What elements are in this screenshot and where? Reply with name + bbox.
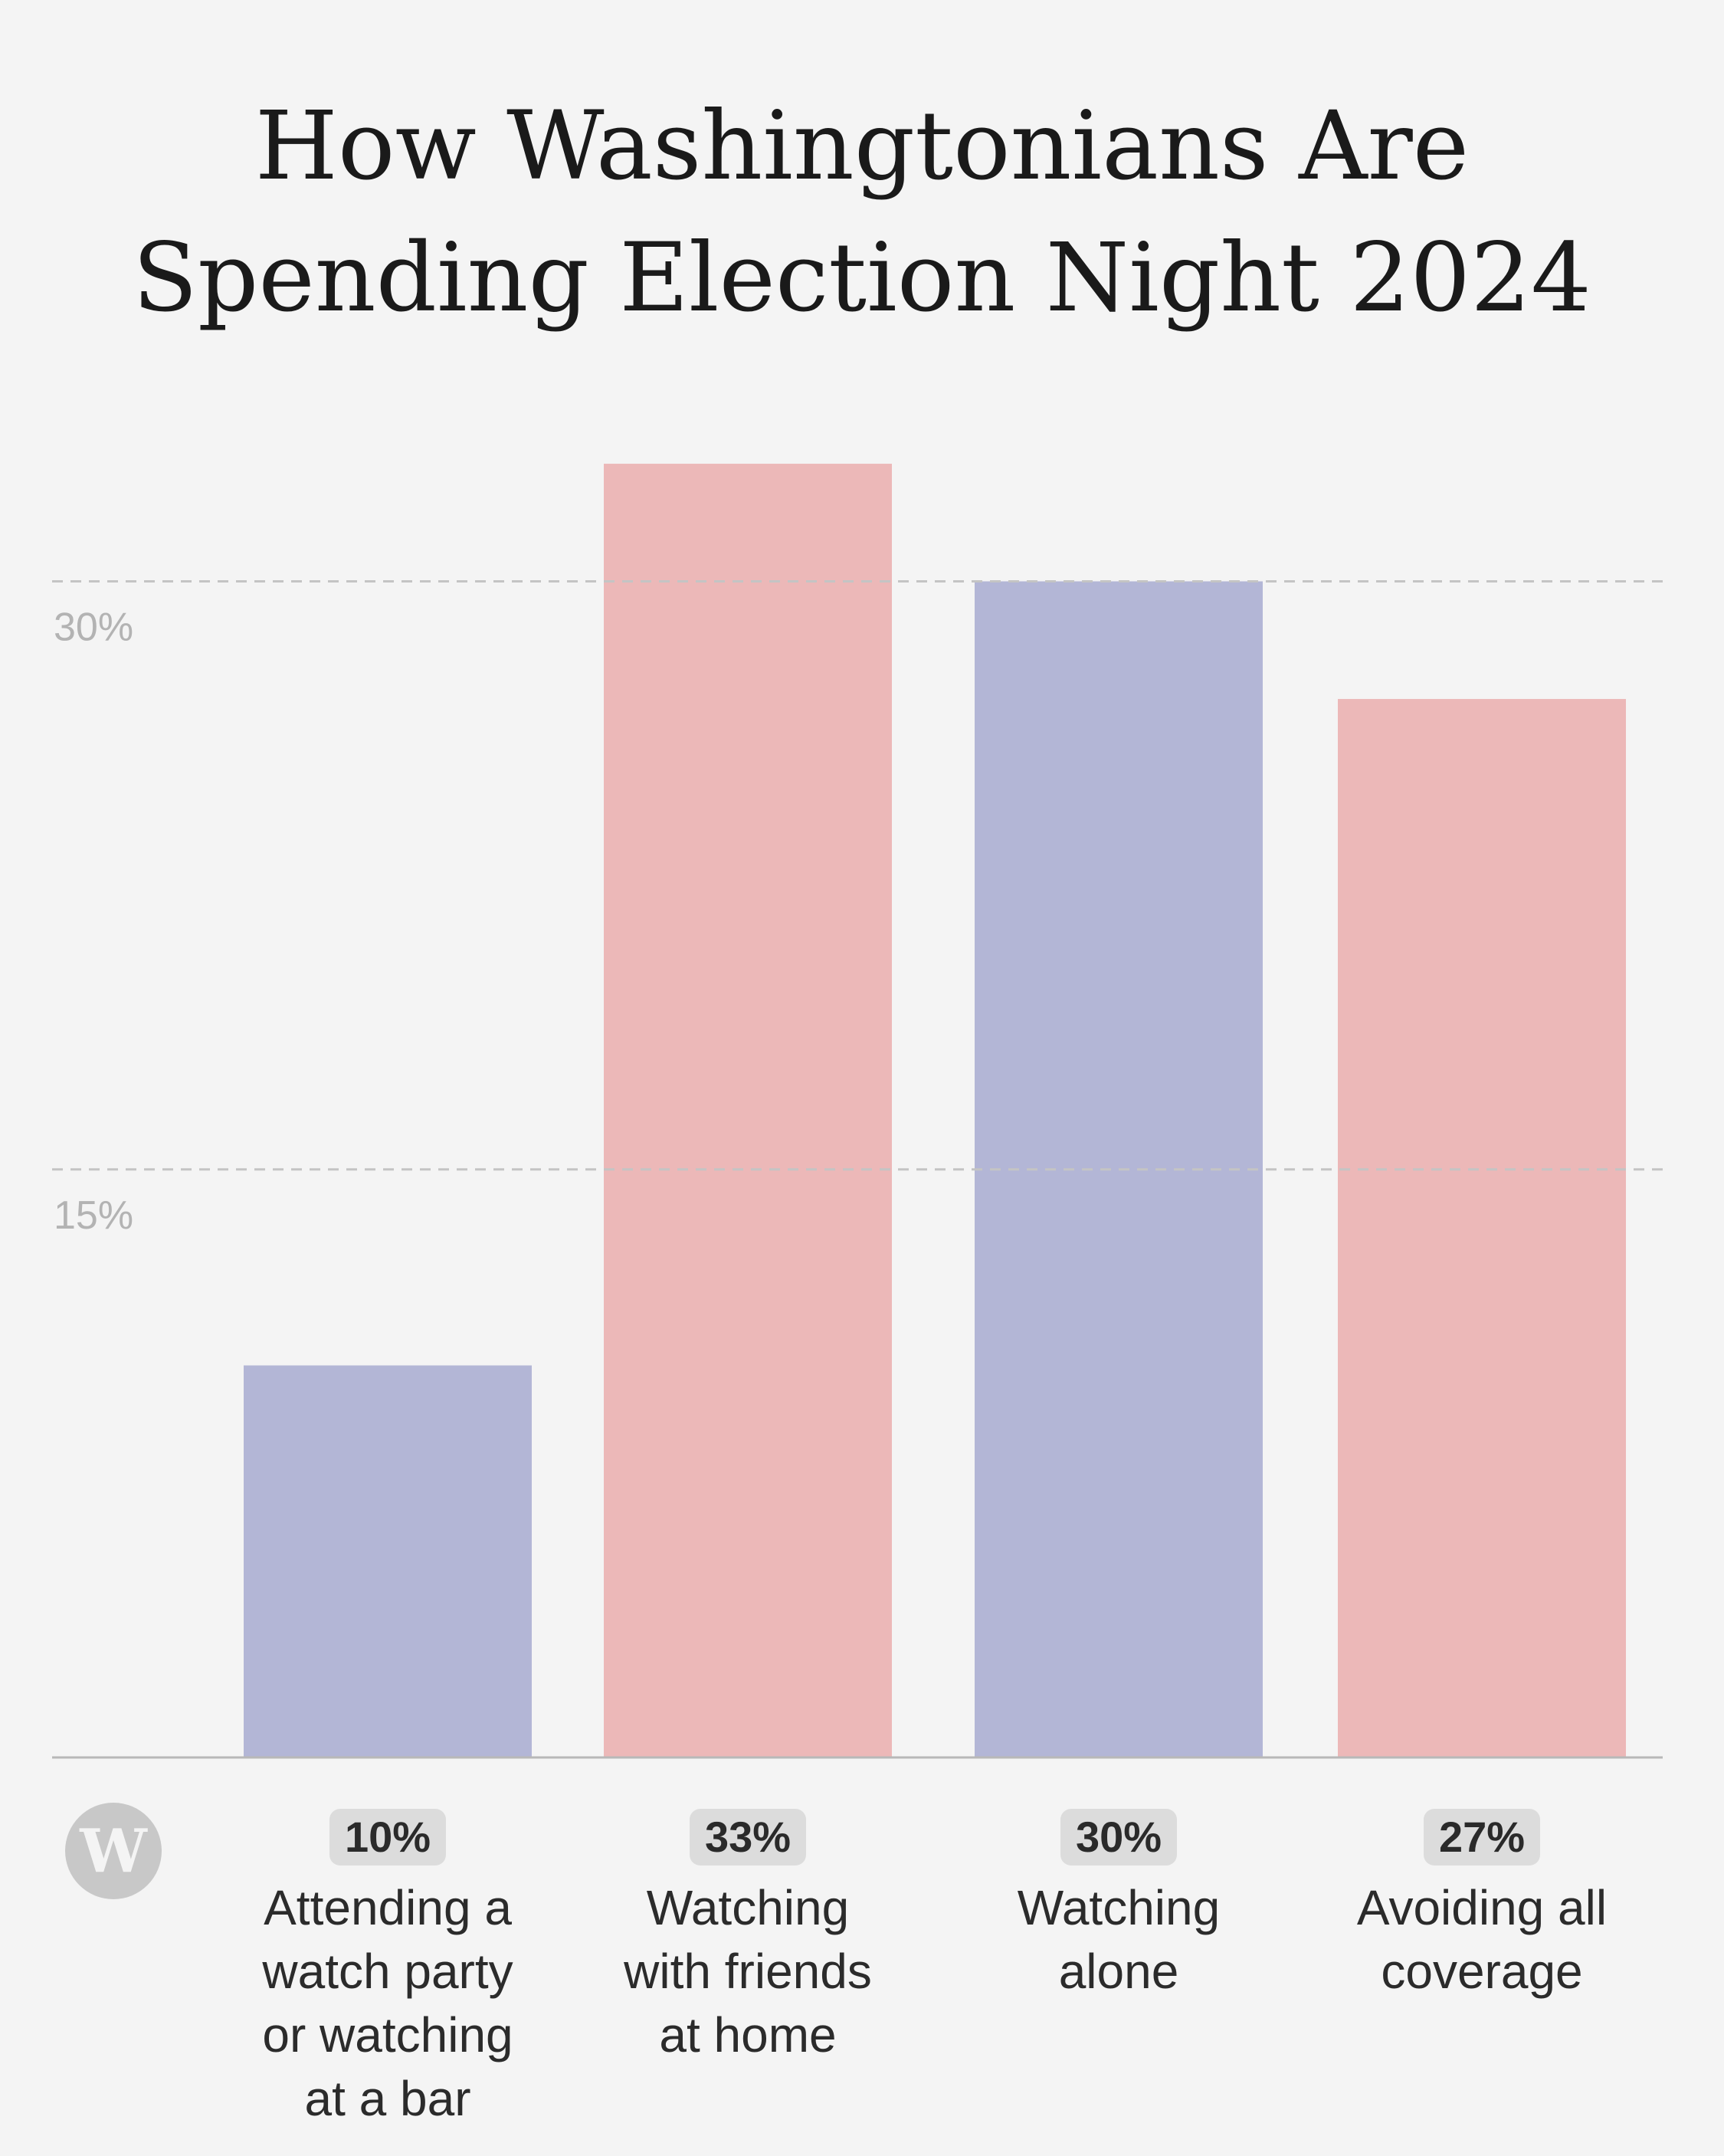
category-label-line: with friends	[624, 1944, 872, 1999]
category-label: Watching with friends at home	[587, 1876, 909, 2067]
category-label-line: Watching	[1017, 1880, 1221, 1935]
category-2: 33% Watching with friends at home	[587, 1809, 909, 2067]
category-label-line: Attending a	[264, 1880, 512, 1935]
y-tick-label: 30%	[54, 605, 133, 650]
category-label: Attending a watch party or watching at a ba…	[227, 1876, 549, 2131]
category-4: 27% Avoiding all coverage	[1321, 1809, 1643, 2003]
value-badge: 33%	[689, 1809, 807, 1866]
category-label: Watching alone	[958, 1876, 1280, 2003]
category-label: Avoiding all coverage	[1321, 1876, 1643, 2003]
category-label-line: or watching	[262, 2007, 513, 2062]
category-label-line: watch party	[262, 1944, 513, 1999]
title-line-1: How Washingtonians Are	[254, 91, 1470, 202]
category-label-line: at a bar	[304, 2071, 471, 2126]
washingtonian-logo-icon: W	[65, 1803, 162, 1899]
bar-1	[244, 1365, 532, 1757]
category-1: 10% Attending a watch party or watching at a…	[227, 1809, 549, 2131]
chart-title: How Washingtonians Are Spending Election…	[0, 80, 1724, 344]
value-badge: 30%	[1060, 1809, 1178, 1866]
y-tick-label: 15%	[54, 1193, 133, 1238]
category-label-line: Watching	[646, 1880, 850, 1935]
category-3: 30% Watching alone	[958, 1809, 1280, 2003]
title-line-2: Spending Election Night 2024	[133, 223, 1591, 333]
value-badge: 27%	[1423, 1809, 1541, 1866]
category-label-line: coverage	[1381, 1944, 1583, 1999]
category-label-line: alone	[1058, 1944, 1179, 1999]
bar-2	[604, 464, 892, 1757]
bar-4	[1338, 698, 1626, 1758]
category-label-line: at home	[659, 2007, 837, 2062]
value-badge: 10%	[329, 1809, 447, 1866]
category-label-line: Avoiding all	[1356, 1880, 1608, 1935]
